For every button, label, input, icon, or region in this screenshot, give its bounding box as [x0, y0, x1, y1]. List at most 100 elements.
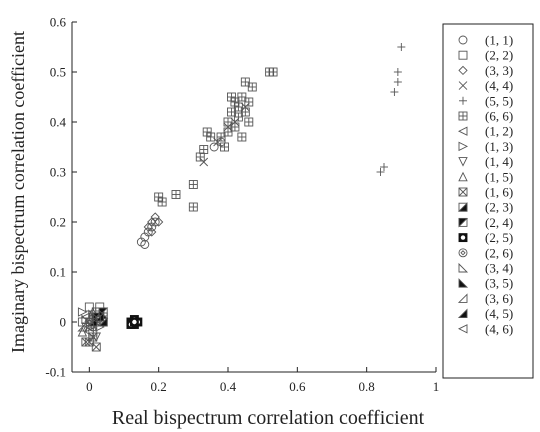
legend-label: (3, 3): [485, 63, 513, 78]
data-point: [140, 232, 150, 242]
legend-marker: [457, 293, 468, 303]
y-tick-label: 0.3: [50, 165, 66, 180]
legend-label: (2, 3): [485, 200, 513, 215]
legend-label: (4, 6): [485, 321, 513, 336]
legend-label: (2, 4): [485, 215, 513, 230]
data-point: [223, 117, 233, 127]
data-point: [233, 102, 243, 112]
x-tick-label: 0.6: [289, 379, 306, 394]
legend-marker: [458, 217, 469, 228]
data-point: [230, 97, 240, 107]
legend-label: (2, 5): [485, 230, 513, 245]
data-points: [77, 43, 406, 352]
legend-label: (4, 4): [485, 78, 513, 93]
legend-label: (5, 5): [485, 93, 513, 108]
data-point: [397, 43, 406, 51]
x-tick-label: 0.4: [220, 379, 237, 394]
y-tick-label: 0.4: [50, 115, 67, 130]
legend-label: (1, 1): [485, 33, 513, 48]
data-point: [77, 321, 87, 332]
legend-marker: [457, 308, 468, 319]
legend-marker: [457, 126, 468, 136]
data-point: [188, 180, 198, 189]
data-point: [84, 311, 94, 322]
data-point: [91, 314, 101, 325]
data-point: [157, 197, 167, 207]
data-point: [230, 122, 240, 132]
data-point: [199, 157, 209, 167]
legend: (1, 1)(2, 2)(3, 3)(4, 4)(5, 5)(6, 6)(1, …: [442, 23, 534, 379]
legend-label: (6, 6): [485, 109, 513, 124]
y-axis-ticks: -0.1 0 0.1 0.2 0.3 0.4 0.5 0.6: [45, 15, 77, 380]
x-axis-label: Real bispectrum correlation coefficient: [112, 407, 425, 429]
legend-marker: [457, 202, 468, 212]
legend-label: (3, 4): [485, 261, 513, 276]
x-tick-label: 0.8: [359, 379, 375, 394]
data-point: [380, 163, 388, 171]
data-point: [154, 192, 164, 202]
data-point: [147, 222, 157, 232]
data-point: [244, 97, 254, 107]
data-point: [240, 77, 250, 87]
data-point: [227, 107, 236, 117]
data-point: [268, 67, 278, 77]
data-point: [150, 217, 160, 227]
legend-marker: [459, 96, 467, 105]
legend-marker: [458, 50, 468, 60]
data-point: [216, 132, 226, 142]
legend-label: (2, 2): [485, 48, 513, 63]
data-point: [202, 127, 212, 137]
data-point: [206, 132, 216, 142]
x-tick-label: 1: [433, 379, 440, 394]
data-point: [247, 82, 257, 92]
data-point: [154, 217, 164, 227]
legend-marker: [458, 35, 468, 45]
data-point: [220, 142, 229, 152]
legend-marker: [458, 262, 469, 273]
data-point: [77, 317, 87, 327]
legend-label: (1, 2): [485, 124, 513, 139]
legend-marker: [458, 278, 469, 288]
data-point: [244, 117, 254, 127]
legend-label: (3, 6): [485, 291, 513, 306]
data-point: [77, 307, 88, 317]
legend-marker: [458, 157, 468, 167]
legend-label: (3, 5): [485, 276, 513, 291]
data-point: [390, 88, 399, 96]
y-tick-label: 0.6: [50, 15, 67, 30]
data-point: [188, 202, 198, 212]
legend-label: (1, 4): [485, 154, 513, 169]
legend-label: (1, 3): [485, 139, 513, 154]
data-point: [143, 227, 153, 237]
y-tick-label: 0.2: [50, 215, 66, 230]
data-point: [77, 326, 88, 337]
x-axis-ticks: 0 0.2 0.4 0.6 0.8 1: [86, 367, 439, 394]
data-point: [94, 311, 105, 322]
y-tick-label: 0: [60, 315, 67, 330]
legend-label: (2, 6): [485, 245, 513, 260]
data-point: [393, 78, 402, 86]
data-point: [240, 107, 250, 117]
legend-marker: [458, 187, 468, 197]
data-point: [227, 92, 236, 102]
legend-label: (4, 5): [485, 306, 513, 321]
data-point: [140, 240, 150, 249]
legend-marker: [458, 81, 468, 90]
y-tick-label: 0.1: [50, 265, 66, 280]
legend-marker: [457, 324, 468, 334]
data-point: [171, 190, 181, 199]
x-tick-label: 0.2: [151, 379, 167, 394]
legend-marker: [458, 141, 469, 152]
data-point: [129, 317, 139, 327]
legend-label: (1, 6): [485, 185, 513, 200]
legend-box: [442, 23, 534, 379]
legend-label: (1, 5): [485, 169, 513, 184]
legend-marker: [458, 111, 468, 121]
data-point: [237, 92, 247, 102]
x-tick-label: 0: [86, 379, 93, 394]
data-point: [147, 227, 157, 237]
y-axis-label: Imaginary bispectrum correlation coeffic…: [8, 31, 28, 353]
legend-marker: [458, 233, 468, 243]
legend-marker: [458, 65, 468, 76]
